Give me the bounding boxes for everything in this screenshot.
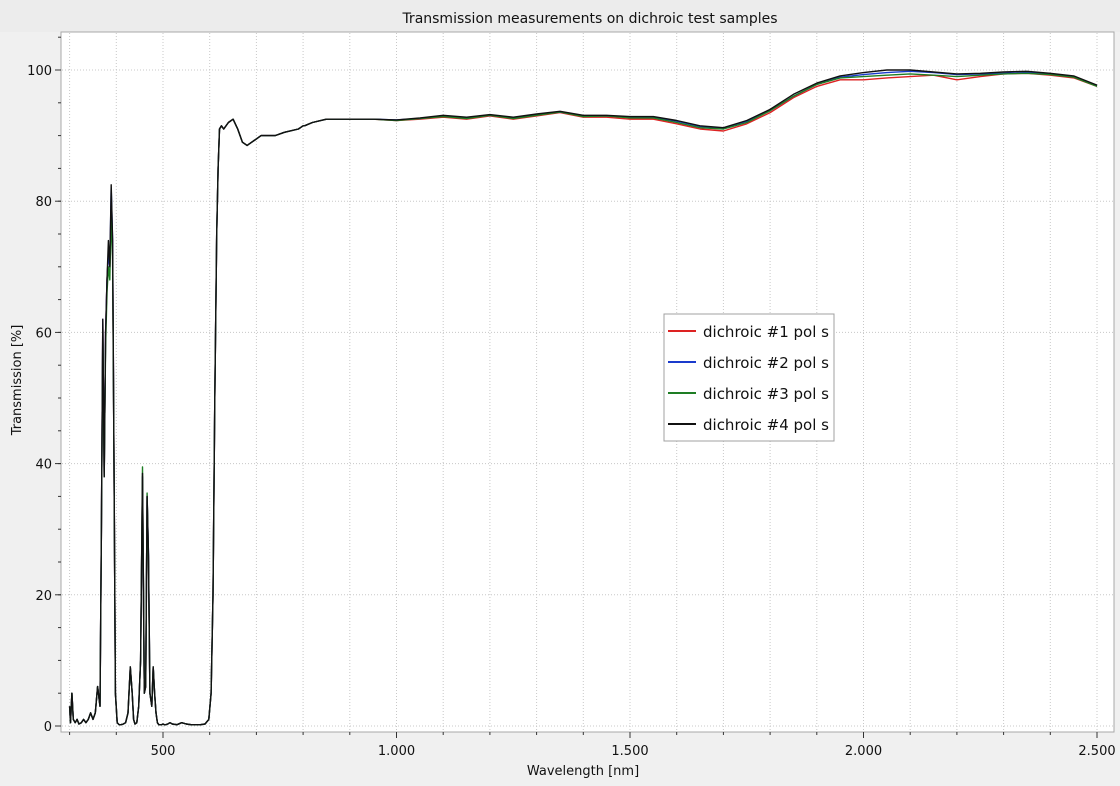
x-tick-label: 2.500 [1078,744,1115,759]
legend-box [663,313,835,442]
x-axis-label: Wavelength [nm] [527,764,639,779]
x-tick-label: 2.000 [845,744,882,759]
legend: dichroic #1 pol s dichroic #2 pol s dichro… [663,313,835,442]
legend-label: dichroic #3 pol s [703,385,829,403]
y-tick-label: 80 [35,195,52,210]
x-tick-label: 500 [151,744,176,759]
y-tick-label: 40 [35,458,52,473]
legend-label: dichroic #1 pol s [703,323,829,341]
legend-label: dichroic #4 pol s [703,416,829,434]
plot-area [60,31,1115,733]
series [68,69,1098,726]
y-axis-label: Transmission [%] [10,325,25,437]
series-line-4 [68,69,1098,726]
axes: 500 1.000 1.500 2.000 2.500 0 20 40 60 80 100 [27,36,1116,759]
x-tick-label: 1.500 [611,744,648,759]
x-tick-label: 1.000 [378,744,415,759]
y-tick-label: 100 [27,64,52,79]
y-tick-label: 60 [35,326,52,341]
y-tick-label: 20 [35,589,52,604]
y-tick-label: 0 [44,720,52,735]
title-bar [0,0,1120,32]
chart-title: Transmission measurements on dichroic te… [401,11,777,27]
legend-label: dichroic #2 pol s [703,354,829,372]
